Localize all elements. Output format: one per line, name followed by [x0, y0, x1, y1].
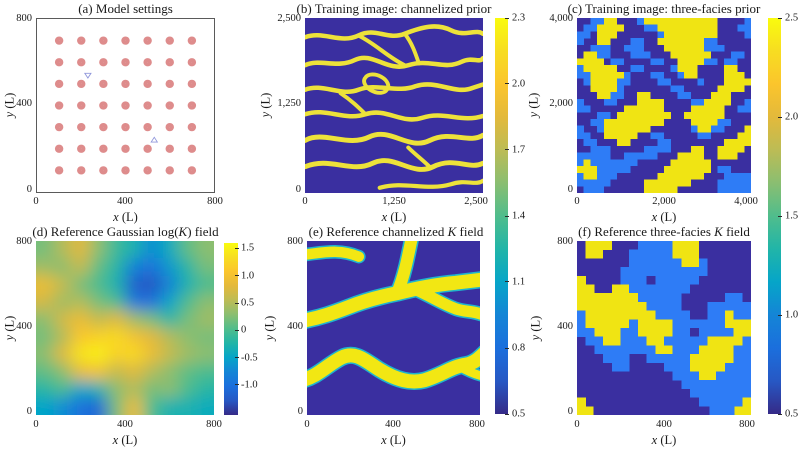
colorbar-tick-mark	[505, 281, 509, 283]
panel-a-ytick: 0	[26, 184, 32, 195]
colorbar-tick-label: 0.5	[241, 297, 255, 309]
panel-d-xtick: 400	[117, 419, 133, 430]
panel-e-xtick: 400	[385, 419, 401, 430]
panel-a-ytick: 400	[16, 98, 32, 109]
colorbar-tick-mark	[235, 329, 239, 331]
colorbar-tick-label: 2.0	[785, 111, 799, 123]
plot-a-model-settings	[36, 18, 215, 193]
panel-a-title: (a) Model settings	[78, 1, 173, 16]
colorbar-channelized-K: 2.3 2.0 1.7 1.4 1.1 0.8 0.5	[495, 13, 525, 420]
panel-c-ytick: 0	[567, 184, 573, 195]
panel-a-xtick: 0	[33, 196, 39, 207]
colorbar-tick-label: 1.5	[785, 210, 799, 222]
plot-c-training-image-three-facies	[577, 18, 751, 193]
panel-c-xlabel: x (L)	[651, 210, 677, 224]
panel-f-xtick: 0	[574, 419, 580, 430]
panel-f-title: (f) Reference three-facies K field	[578, 224, 750, 239]
panel-d-ytick: 400	[16, 321, 32, 332]
panel-c-ytick: 2,000	[549, 98, 573, 109]
colorbar-tick-mark	[235, 357, 239, 359]
panel-b-xtick: 0	[302, 196, 308, 207]
colorbar-tick-label: 1.1	[512, 276, 526, 288]
panel-f-xlabel: x (L)	[651, 433, 677, 447]
colorbar-tick-mark	[235, 384, 239, 386]
panel-e-title: (e) Reference channelized K field	[308, 224, 484, 239]
panel-b-xlabel: x (L)	[381, 210, 407, 224]
panel-a-xtick: 400	[117, 196, 133, 207]
colorbar-tick-mark	[778, 17, 782, 19]
panel-c-title: (c) Training image: three-facies prior	[567, 1, 761, 16]
panel-f-ytick: 0	[567, 406, 573, 417]
panel-e-ytick: 0	[297, 406, 303, 417]
panel-b-ytick: 1,250	[277, 98, 301, 109]
panel-c-ylabel: y (L)	[526, 92, 541, 118]
colorbar-tick-label: -0.5	[241, 352, 258, 364]
panel-a-ytick: 800	[16, 13, 32, 24]
colorbar-tick-label: 2.0	[512, 78, 526, 90]
colorbar-gaussian-logK: 1.5 1.0 0.5 0 -0.5 -1.0	[224, 243, 258, 415]
panel-f-ylabel: y (L)	[528, 315, 543, 341]
colorbar-tick-label: 0.5	[785, 408, 799, 420]
panel-d-xtick: 800	[206, 419, 222, 430]
colorbar-tick-label: 1.4	[512, 210, 526, 222]
colorbar-tick-mark	[505, 413, 509, 415]
panel-d-xlabel: x (L)	[112, 433, 138, 447]
panel-c-xtick: 2,000	[652, 196, 676, 207]
panel-e-xlabel: x (L)	[381, 433, 406, 447]
panel-e-xtick: 0	[304, 419, 310, 430]
colorbar-tick-mark	[505, 215, 509, 217]
panel-b-xtick: 2,500	[464, 196, 488, 207]
colorbar-tick-label: 2.5	[785, 12, 799, 24]
colorbar-tick-label: 1.0	[241, 270, 255, 282]
colorbar-tick-mark	[235, 275, 239, 277]
panel-c-xtick: 0	[574, 196, 580, 207]
colorbar-tick-label: 1.5	[241, 242, 255, 254]
colorbar-tick-mark	[235, 247, 239, 249]
panel-a-xlabel: x (L)	[113, 210, 138, 224]
colorbar-tick-label: 0.5	[512, 408, 526, 420]
panel-a-xtick: 800	[207, 196, 223, 207]
colorbar-tick-label: 1.7	[512, 144, 526, 156]
panel-f-xtick: 400	[656, 419, 672, 430]
plot-e-reference-channelized	[307, 241, 480, 415]
panel-e-ytick: 400	[287, 321, 303, 332]
plot-b-training-image-channelized	[305, 18, 483, 193]
colorbar-three-facies-K: 2.5 2.0 1.5 1.0 0.5	[768, 13, 798, 420]
colorbar-tick-label: 2.3	[512, 12, 526, 24]
colorbar-tick-mark	[505, 83, 509, 85]
panel-f-ytick: 400	[557, 321, 573, 332]
panel-b-title: (b) Training image: channelized prior	[296, 1, 492, 16]
plot-f-reference-three-facies	[577, 241, 751, 415]
colorbar-tick-mark	[778, 314, 782, 316]
colorbar-tick-mark	[235, 302, 239, 304]
colorbar-tick-label: -1.0	[241, 379, 258, 391]
colorbar-tick-label: 0.8	[512, 342, 526, 354]
panel-e-xtick: 800	[469, 419, 485, 430]
colorbar-tick-mark	[505, 17, 509, 19]
panel-d-xtick: 0	[33, 419, 39, 430]
plot-d-gaussian-field	[36, 241, 214, 415]
colorbar-tick-mark	[778, 116, 782, 118]
colorbar-tick-label: 0	[241, 324, 247, 336]
panel-b-ytick: 0	[295, 184, 301, 195]
panel-b-ytick: 2,500	[277, 13, 301, 24]
panel-d-title: (d) Reference Gaussian log(K) field	[32, 224, 219, 239]
panel-f-xtick: 800	[739, 419, 755, 430]
colorbar-tick-mark	[778, 215, 782, 217]
colorbar-tick-mark	[505, 347, 509, 349]
panel-f-ytick: 800	[557, 236, 573, 247]
panel-d-ytick: 0	[26, 406, 32, 417]
panel-b-xtick: 1,250	[382, 196, 406, 207]
panel-c-xtick: 4,000	[734, 196, 758, 207]
panel-d-ytick: 800	[16, 236, 32, 247]
colorbar-tick-label: 1.0	[785, 309, 799, 321]
panel-c-ytick: 4,000	[549, 13, 573, 24]
colorbar-tick-mark	[505, 149, 509, 151]
colorbar-tick-mark	[778, 413, 782, 415]
panel-e-ytick: 800	[287, 236, 303, 247]
